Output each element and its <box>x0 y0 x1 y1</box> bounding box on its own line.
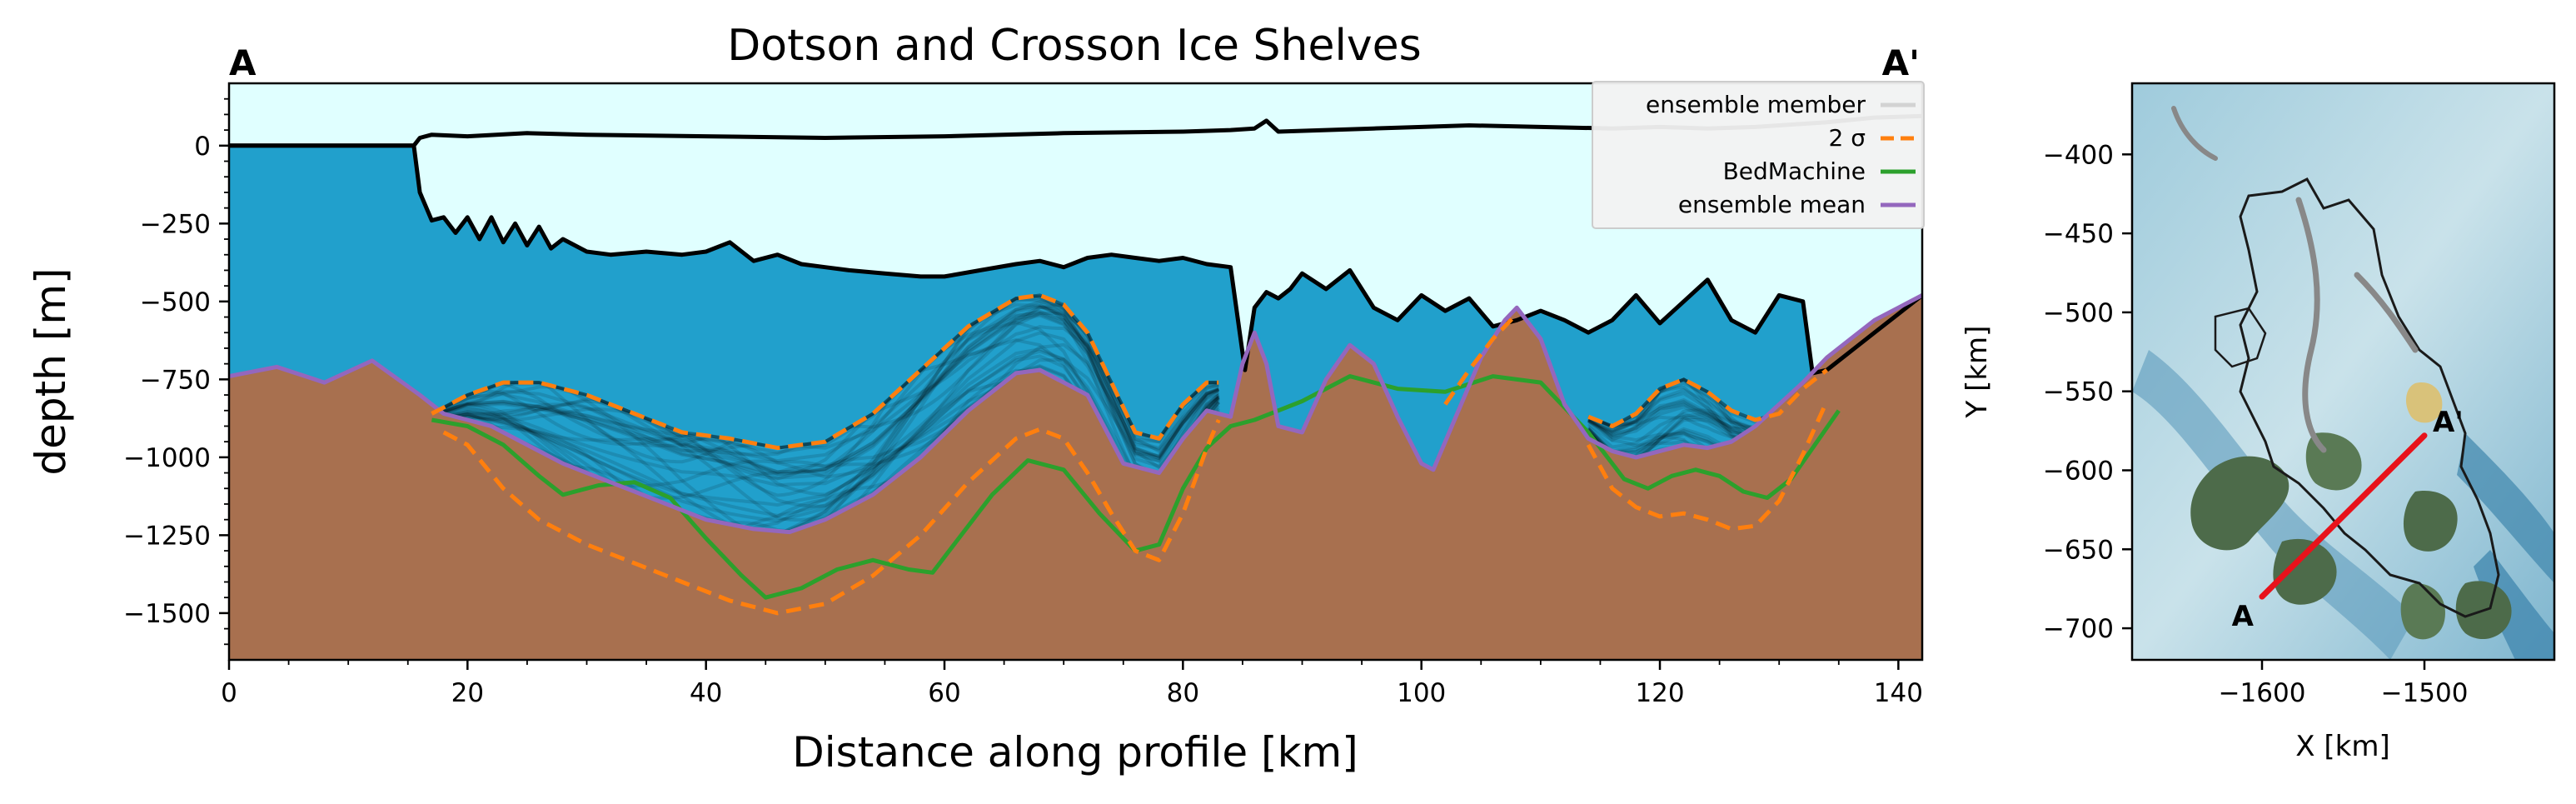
legend-entry-label: ensemble mean <box>1678 191 1866 218</box>
grounding-line <box>2171 106 2218 161</box>
map-label-a-prime: A' <box>2433 406 2464 439</box>
map-y-tick-label: −650 <box>2043 535 2114 565</box>
map-y-axis-ticks: −400 −450 −500 −550 −600 −650 −700 <box>2043 140 2132 644</box>
y-tick-label: −750 <box>140 365 211 395</box>
map-x-tick-label: −1600 <box>2219 678 2306 708</box>
y-tick-label: −500 <box>140 287 211 317</box>
map-label-a: A <box>2232 600 2255 633</box>
x-tick-label: 0 <box>221 678 237 708</box>
x-tick-label: 20 <box>451 678 484 708</box>
map-y-tick-label: −400 <box>2043 140 2114 170</box>
x-tick-label: 140 <box>1874 678 1923 708</box>
ice-shelf-area <box>229 116 1922 373</box>
y-tick-label: −1250 <box>123 521 211 551</box>
land-patch <box>2273 538 2337 605</box>
legend: ensemble member 2 σ BedMachine ensemble mea… <box>1592 81 1925 229</box>
y-tick-label: −250 <box>140 209 211 239</box>
profile-chart: 0 20 40 60 80 100 120 140 0 −250 −500 −750 −1000 −12… <box>27 21 1925 777</box>
map-y-tick-label: −450 <box>2043 219 2114 249</box>
bedmachine-line <box>431 374 1841 600</box>
ice-shelf-outline <box>2214 307 2267 368</box>
deep-channel <box>2474 550 2554 660</box>
profile-plot-frame <box>227 82 1924 662</box>
sigma2-lower-line <box>1586 400 1829 532</box>
location-map: −1600 −1500 −400−450−500−550−600−650−700 … <box>1961 82 2556 763</box>
profile-line <box>2259 432 2428 600</box>
deep-channel <box>2457 433 2554 583</box>
x-tick-label: 120 <box>1635 678 1684 708</box>
ice-base-line <box>229 143 1922 376</box>
map-x-tick-label: −1500 <box>2381 678 2469 708</box>
x-tick-label: 100 <box>1397 678 1446 708</box>
sigma2-upper-line <box>431 292 1219 451</box>
legend-entries: ensemble member 2 σ BedMachine ensemble mea… <box>1646 91 1916 218</box>
y-tick-label: −1500 <box>123 599 211 629</box>
y-tick-label: −1000 <box>123 443 211 473</box>
map-x-axis-title: X [km] <box>2295 730 2389 763</box>
series-lines <box>229 113 1922 616</box>
x-axis-ticks: 0 20 40 60 80 100 120 140 <box>221 660 1923 708</box>
ensemble-mean-line <box>229 293 1922 535</box>
x-tick-label: 60 <box>928 678 960 708</box>
map-y-tick-label: −500 <box>2043 298 2114 328</box>
grounding-line <box>2295 197 2419 453</box>
map-frame <box>2130 82 2556 662</box>
legend-entry-label: ensemble member <box>1646 91 1866 118</box>
y-axis-ticks: 0 −250 −500 −750 −1000 −1250 −1500 <box>123 97 229 646</box>
legend-entry-label: BedMachine <box>1723 157 1866 185</box>
corner-label-a: A <box>229 42 257 83</box>
map-x-axis-ticks: −1600 −1500 <box>2219 660 2469 708</box>
land-patch <box>2190 456 2290 551</box>
corner-label-a-prime: A' <box>1882 42 1920 83</box>
map-y-axis-title: Y [km] <box>1961 326 1994 419</box>
y-tick-label: 0 <box>194 132 211 162</box>
chart-title: Dotson and Crosson Ice Shelves <box>727 21 1422 71</box>
map-y-tick-label: −600 <box>2043 456 2114 486</box>
legend-box <box>1592 81 1925 229</box>
sigma2-lower-line <box>442 419 1221 616</box>
y-axis-title: depth [m] <box>27 267 75 475</box>
map-y-tick-label: −550 <box>2043 377 2114 407</box>
land-patch <box>2403 491 2458 552</box>
map-y-tick-label: −700 <box>2043 614 2114 644</box>
x-tick-label: 40 <box>690 678 722 708</box>
ice-shelf-outline <box>2239 177 2500 618</box>
x-axis-title: Distance along profile [km] <box>792 728 1358 777</box>
x-tick-label: 80 <box>1167 678 1199 708</box>
bed-area <box>229 295 1922 660</box>
land-patch <box>2405 382 2443 423</box>
sigma2-upper-line <box>1443 312 1519 406</box>
legend-entry-label: 2 σ <box>1829 124 1866 152</box>
